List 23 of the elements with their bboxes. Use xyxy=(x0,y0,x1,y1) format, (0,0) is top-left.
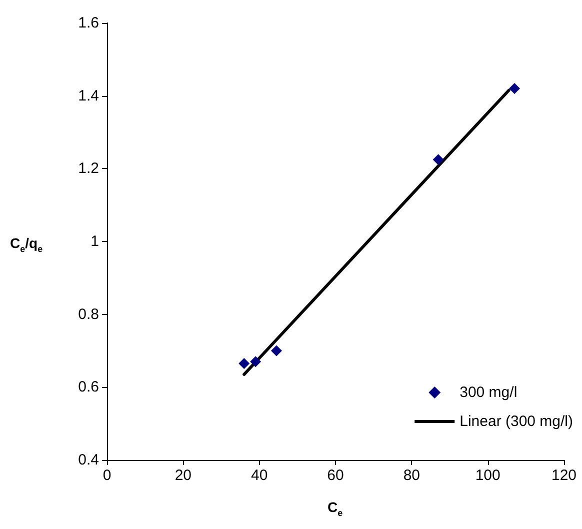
x-tick-label: 80 xyxy=(403,467,420,484)
y-tick-label: 1.6 xyxy=(78,14,99,32)
y-axis-title: C$_{e}$/q$_{e}$ xyxy=(10,235,43,254)
x-tick-label: 20 xyxy=(174,467,192,484)
x-tick-label: 120 xyxy=(551,467,577,484)
point xyxy=(270,345,282,356)
point xyxy=(238,358,250,369)
point xyxy=(250,356,262,368)
x-tick-label: 40 xyxy=(250,467,268,484)
y-tick-label: 0.6 xyxy=(78,378,99,396)
y-tick-label: 1.2 xyxy=(78,160,99,178)
legend-label: Linear (300 mg/l) xyxy=(460,413,574,430)
y-tick-label: 1.4 xyxy=(78,87,99,104)
x-tick-label: 100 xyxy=(475,467,500,484)
x-tick-label: 0 xyxy=(102,467,112,484)
y-tick-label: 0.8 xyxy=(78,306,99,323)
legend-label: 300 mg/l xyxy=(460,384,518,401)
y-tick-label: 1 xyxy=(90,233,99,250)
point xyxy=(508,83,520,94)
x-axis-title: C$_{e}$ xyxy=(328,499,343,518)
x-tick-label: 60 xyxy=(327,467,344,484)
y-tick-label: 0.4 xyxy=(78,452,99,468)
point xyxy=(432,154,444,166)
